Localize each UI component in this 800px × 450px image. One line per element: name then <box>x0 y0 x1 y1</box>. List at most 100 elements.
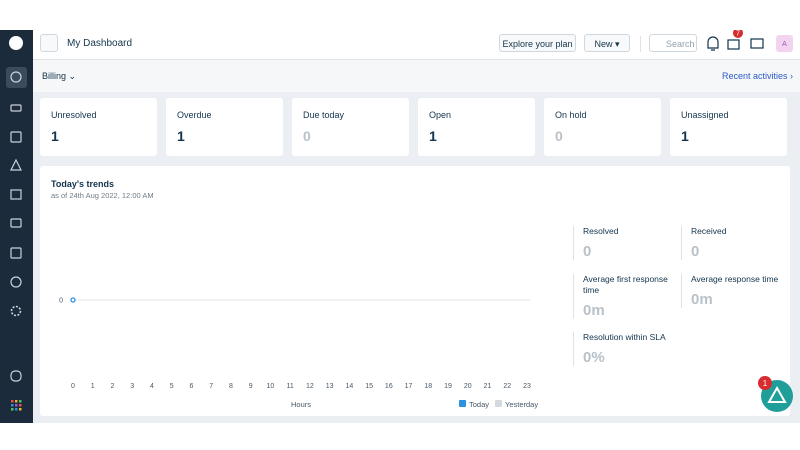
stat-label: Average first response time <box>583 274 668 295</box>
gift-icon[interactable] <box>727 39 740 50</box>
card-value: 0 <box>303 128 311 144</box>
gift-badge-count: 7 <box>736 31 740 38</box>
stat-label: Received <box>691 226 727 236</box>
x-tick-label: 8 <box>229 383 233 390</box>
x-tick-label: 14 <box>345 383 353 390</box>
card-value: 1 <box>681 128 689 144</box>
nav-chat[interactable] <box>10 370 22 382</box>
stat-value: 0 <box>691 243 700 260</box>
nav-explore[interactable] <box>10 276 22 288</box>
x-axis-label: Hours <box>291 400 311 409</box>
card-label: Unassigned <box>681 110 729 120</box>
stat-value: 0% <box>583 349 605 366</box>
stat: Average first response time 0m <box>573 274 673 319</box>
x-tick-label: 1 <box>91 383 95 390</box>
x-tick-label: 15 <box>365 383 373 390</box>
legend-label: Today <box>469 400 489 409</box>
stat-card[interactable]: On hold 0 <box>544 98 661 156</box>
apps-grid[interactable] <box>11 400 22 411</box>
x-tick-label: 0 <box>71 383 75 390</box>
y-tick-label: 0 <box>59 298 63 305</box>
nav-contacts[interactable] <box>10 131 22 143</box>
stat-label: Resolved <box>583 226 619 236</box>
x-tick-label: 23 <box>523 383 531 390</box>
sidebar-icons <box>6 36 27 411</box>
x-tick-label: 13 <box>326 383 334 390</box>
nav-dashboard[interactable] <box>10 71 22 83</box>
logo[interactable] <box>9 36 23 50</box>
card-value: 1 <box>51 128 59 144</box>
trends-panel: Today's trends as of 24th Aug 2022, 12:0… <box>40 166 790 416</box>
trends-chart: 00 1 2 3 4 5 6 7 8 9 10 11 12 13 14 15 16 17 18 19 20 21 22 23H… <box>59 297 538 409</box>
card-value: 1 <box>429 128 437 144</box>
gift-badge <box>733 30 743 38</box>
x-tick-label: 20 <box>464 383 472 390</box>
help-badge-count: 1 <box>763 379 768 388</box>
stat-card[interactable]: Overdue 1 <box>166 98 283 156</box>
new-button[interactable]: New ▾ <box>584 34 630 52</box>
nav-reports[interactable] <box>10 247 22 259</box>
stat-value: 0m <box>691 291 713 308</box>
nav-tickets[interactable] <box>10 104 22 112</box>
legend-swatch <box>495 400 502 407</box>
stat-card[interactable]: Unassigned 1 <box>670 98 787 156</box>
legend-swatch <box>459 400 466 407</box>
card-label: Unresolved <box>51 110 97 120</box>
bell-icon[interactable] <box>707 36 719 51</box>
help-icon <box>767 385 787 403</box>
x-tick-label: 16 <box>385 383 393 390</box>
help-widget[interactable]: 1 <box>745 370 800 423</box>
x-tick-label: 6 <box>189 383 193 390</box>
stat: Received 0 <box>681 226 786 260</box>
filter-label: Billing <box>42 71 67 81</box>
stat-label: Average response time <box>691 274 779 284</box>
x-tick-label: 4 <box>150 383 154 390</box>
x-tick-label: 5 <box>170 383 174 390</box>
app: My Dashboard Explore your plan New ▾ Sea… <box>0 30 800 423</box>
x-tick-label: 21 <box>484 383 492 390</box>
trends-title: Today's trends <box>51 179 114 189</box>
x-tick-label: 11 <box>286 383 293 390</box>
x-tick-label: 9 <box>249 383 253 390</box>
nav-admin[interactable] <box>10 305 22 317</box>
data-point <box>70 297 76 303</box>
filter-dropdown[interactable]: Billing ⌄ <box>42 71 77 81</box>
nav-groups[interactable] <box>10 158 22 171</box>
sidebar <box>0 30 33 423</box>
stat-card[interactable]: Due today 0 <box>292 98 409 156</box>
x-tick-label: 10 <box>266 383 274 390</box>
stat-card[interactable]: Unresolved 1 <box>40 98 157 156</box>
card-label: Overdue <box>177 110 212 120</box>
x-tick-label: 19 <box>444 383 452 390</box>
subheader: Billing ⌄ Recent activities › <box>33 60 800 92</box>
apps-icon[interactable] <box>750 38 764 49</box>
stat-value: 0m <box>583 302 605 319</box>
x-tick-label: 3 <box>130 383 134 390</box>
page-title: My Dashboard <box>67 38 133 49</box>
avatar-letter: A <box>782 41 787 48</box>
x-tick-label: 2 <box>111 383 115 390</box>
active-nav <box>6 67 27 88</box>
stat: Resolved 0 <box>573 226 678 260</box>
x-tick-label: 12 <box>306 383 314 390</box>
avatar[interactable] <box>776 35 793 52</box>
explore-button[interactable]: Explore your plan <box>499 34 576 52</box>
stat-label: Resolution within SLA <box>583 332 666 342</box>
stat: Resolution within SLA 0% <box>573 332 678 366</box>
menu-toggle[interactable] <box>40 34 58 52</box>
separator <box>640 36 641 52</box>
link-label: Recent activities <box>721 71 788 81</box>
nav-forums[interactable] <box>10 218 22 228</box>
nav-solutions[interactable] <box>10 189 22 200</box>
card-value: 0 <box>555 128 563 144</box>
card-label: Open <box>429 110 452 120</box>
stat-card[interactable]: Open 1 <box>418 98 535 156</box>
recent-activities-link[interactable]: Recent activities › <box>721 71 793 81</box>
stat: Average response time 0m <box>681 274 786 308</box>
help-badge <box>758 376 772 390</box>
search-box[interactable]: Search <box>649 34 697 52</box>
trends-subtitle: as of 24th Aug 2022, 12:00 AM <box>51 191 154 200</box>
x-tick-label: 22 <box>503 383 511 390</box>
card-label: Due today <box>303 110 345 120</box>
